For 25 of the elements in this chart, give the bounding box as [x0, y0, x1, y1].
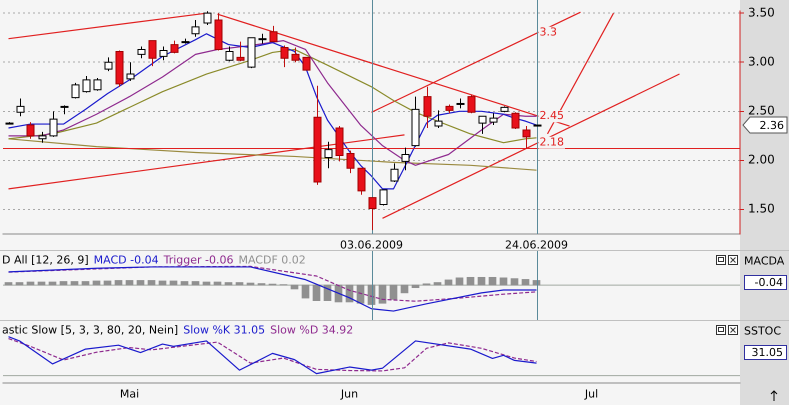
x-tick-label: 24.06.2009 [505, 238, 568, 252]
text: 31.05 [752, 346, 783, 359]
series-label: Trigger -0.06 [162, 253, 234, 266]
x-tick-label: Jul [584, 387, 598, 400]
x-tick-label: Mai [120, 387, 140, 400]
chart-title: astic Slow [5, 3, 3, 80, 20, Nein] [2, 323, 178, 336]
text: MACDA [744, 254, 785, 268]
annotation: 2.45 [540, 109, 564, 122]
text: -0.04 [754, 276, 783, 289]
y-tick-label: 1.50 [748, 202, 775, 216]
series-label: Slow %K 31.05 [183, 323, 266, 336]
annotation: 3.3 [540, 26, 557, 39]
text: 2.36 [760, 118, 784, 132]
y-tick-label: 3.50 [748, 5, 775, 20]
annotation: 2.18 [540, 136, 564, 149]
text: SSTOC [744, 324, 782, 338]
x-tick-label: 03.06.2009 [340, 238, 403, 252]
chart-title: D All [12, 26, 9] [2, 253, 89, 266]
y-tick-label: 2.00 [748, 152, 775, 167]
y-tick-label: 2.50 [748, 103, 775, 118]
text: Slow %D 34.92 [270, 323, 354, 336]
x-tick-label: Jun [340, 387, 358, 400]
series-label: MACD -0.04 [94, 253, 159, 266]
y-tick-label: 3.00 [748, 54, 775, 68]
series-label: MACDF 0.02 [238, 253, 306, 266]
